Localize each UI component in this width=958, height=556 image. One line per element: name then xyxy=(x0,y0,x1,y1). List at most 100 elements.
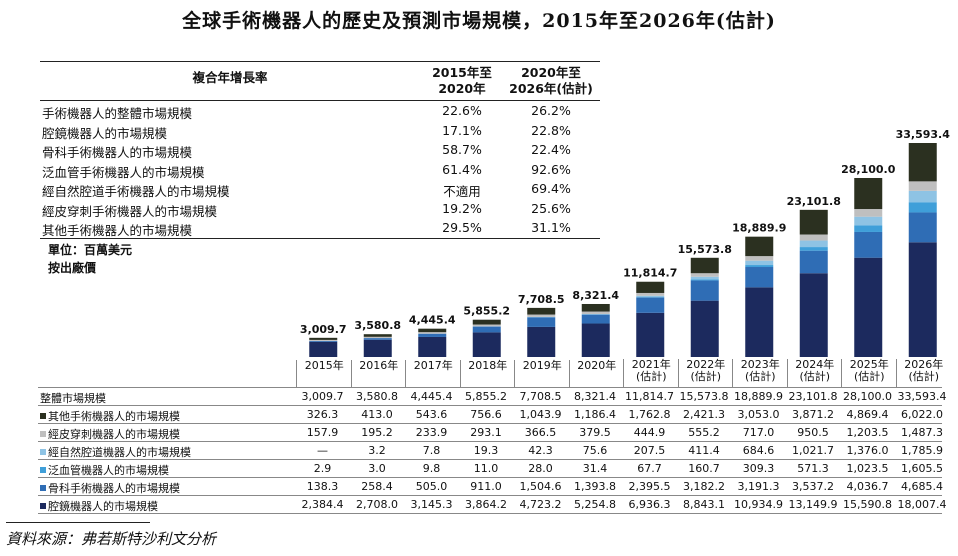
cagr-row: 泛血管手術機器人的市場規模 61.4% 92.6% xyxy=(40,160,600,180)
data-table-value: 3,191.3 xyxy=(737,480,780,493)
legend-swatch xyxy=(40,449,46,455)
category-tick-label: 2016年 xyxy=(350,359,407,388)
bar-segment xyxy=(854,257,883,357)
cagr-row-name: 其他手術機器人的市場規模 xyxy=(42,223,193,238)
bar-segment xyxy=(581,311,610,314)
bar-total-label: 11,814.7 xyxy=(623,267,677,280)
data-table-value: 7.8 xyxy=(422,444,441,457)
data-table-value: 2,395.5 xyxy=(628,480,671,493)
category-tick-label: 2019年 xyxy=(514,360,570,388)
bar-segment xyxy=(690,257,719,274)
data-table-row-label: 整體市場規模 xyxy=(40,390,106,406)
category-tick-label: 2017年 xyxy=(405,360,461,388)
data-table-value: 684.6 xyxy=(742,444,775,457)
bar-segment xyxy=(472,319,501,325)
category-tick-label: 2022年 (估計) xyxy=(677,358,734,387)
bar-segment xyxy=(799,234,828,241)
category-tick-line: (估計) xyxy=(635,370,667,383)
data-table-value: 160.7 xyxy=(688,462,720,475)
cagr-row-value-2: 25.6% xyxy=(531,200,571,216)
category-tick-line: 2015年 xyxy=(304,359,344,372)
bar-segment xyxy=(527,317,556,327)
data-table-value: 6,936.3 xyxy=(628,498,671,511)
bar-segment xyxy=(472,324,501,327)
data-table-value: 1,186.4 xyxy=(574,408,616,421)
cagr-row-value-1: 58.7% xyxy=(442,142,482,157)
data-table-value: 18,889.9 xyxy=(734,390,783,403)
bar-segment xyxy=(745,236,774,257)
data-table-value: 75.6 xyxy=(582,444,608,457)
data-table-row: 整體市場規模 3,009.7 3,580.8 4,445.4 5,855.2 7,708.… xyxy=(38,387,946,406)
cagr-row-value-1: 17.1% xyxy=(442,122,482,138)
category-tick-label: 2021年 (估計) xyxy=(623,359,679,387)
unit-label: 單位：百萬美元 xyxy=(48,243,133,257)
data-table-value: 7,708.5 xyxy=(519,390,562,403)
data-table-row-label-text: 經自然腔道機器人的市場規模 xyxy=(48,446,191,459)
data-table-value: 258.4 xyxy=(361,480,393,493)
source-note: 資料來源：弗若斯特沙利文分析 xyxy=(6,530,217,548)
category-tick-label: 2023年 (估計) xyxy=(732,359,788,387)
cagr-table: 複合年增長率 2015年至 2020年 2020年至 2026年(估計) 手術機… xyxy=(40,61,600,239)
data-table-value: 543.6 xyxy=(415,408,448,421)
bar-segment xyxy=(799,273,828,357)
bar-total-label: 3,009.7 xyxy=(300,323,347,336)
bar-segment xyxy=(799,240,828,248)
data-table-value: 15,590.8 xyxy=(843,498,892,511)
data-table-row: 其他手術機器人的市場規模 326.3 413.0 543.6 756.6 1,043.9 1… xyxy=(38,405,943,423)
data-table-row-label-text: 泛血管機器人的市場規模 xyxy=(48,464,169,477)
cagr-row: 腔鏡機器人的市場規模 17.1% 22.8% xyxy=(40,121,600,141)
category-tick-line: (估計) xyxy=(690,370,722,383)
cagr-row: 經自然腔道手術機器人的市場規模 不適用 69.4% xyxy=(40,179,600,199)
bar-segment xyxy=(309,340,338,342)
bar-total-label: 4,445.4 xyxy=(409,314,456,327)
price-basis-label: 按出廠價 xyxy=(48,261,97,275)
data-table-value: 3.0 xyxy=(368,462,386,475)
category-tick-line: 2021年 xyxy=(631,358,671,371)
legend-swatch xyxy=(40,467,46,473)
data-table-value: 571.3 xyxy=(797,462,829,475)
cagr-row-value-2: 22.8% xyxy=(531,122,571,138)
cagr-row-value-1: 22.6% xyxy=(442,103,482,118)
bar-segment xyxy=(745,265,774,268)
bar-segment xyxy=(854,225,883,232)
cagr-header-period-1-line2: 2020年 xyxy=(438,81,486,96)
bar-segment xyxy=(636,295,665,298)
data-table-value: 207.5 xyxy=(633,444,666,457)
data-table-value: 67.7 xyxy=(637,462,662,475)
data-table-value: 33,593.4 xyxy=(897,390,947,403)
data-table-row: 腔鏡機器人的市場規模 2,384.4 2,708.0 3,145.3 3,864.2 4,… xyxy=(38,495,946,513)
data-table-value: 157.9 xyxy=(306,426,339,439)
data-table-value: 138.3 xyxy=(306,480,339,493)
data-table-value: 11,814.7 xyxy=(625,390,674,403)
cagr-row-value-2: 31.1% xyxy=(531,220,571,235)
bar-segment xyxy=(690,276,719,280)
data-table-row-label: 泛血管機器人的市場規模 xyxy=(40,462,169,478)
data-table-value: 3,182.2 xyxy=(683,480,725,493)
data-table-year-row: 2015年 2016年 2017年 2018年 2019年 2020年 2021年 (估計) 2… xyxy=(38,357,943,388)
category-tick-line: 2016年 xyxy=(359,359,399,372)
category-tick-label: 2025年 (估計) xyxy=(841,359,897,387)
bar-segment xyxy=(418,332,447,334)
cagr-row-value-2: 92.6% xyxy=(531,161,571,177)
data-table-value: 5,855.2 xyxy=(465,390,507,403)
bar-segment xyxy=(908,202,937,213)
cagr-row: 手術機器人的整體市場規模 22.6% 26.2% xyxy=(40,101,600,121)
bar-segment xyxy=(636,292,665,296)
bar-total-label: 23,101.8 xyxy=(787,195,841,208)
bar-total-label: 28,100.0 xyxy=(841,163,896,176)
bar-segment xyxy=(745,260,774,266)
cagr-row-value-1: 61.4% xyxy=(442,161,482,177)
bar-segment xyxy=(527,326,556,357)
data-table-row-label: 骨科手術機器人的市場規模 xyxy=(40,480,180,496)
category-tick-line: 2022年 xyxy=(686,358,726,371)
data-table-value: 1,504.6 xyxy=(519,480,562,493)
data-table-value: 555.2 xyxy=(688,426,720,439)
data-table-value: 8,843.1 xyxy=(683,498,725,511)
category-tick-line: 2019年 xyxy=(522,359,562,372)
data-table-value: 4,723.2 xyxy=(519,498,562,511)
bar-segment xyxy=(854,177,883,210)
data-table-value: 4,869.4 xyxy=(846,408,889,421)
data-table-row: 經自然腔道機器人的市場規模 — 3.2 7.8 19.3 42.3 75.6 207.5 411… xyxy=(38,441,943,459)
data-table-value: 3,580.8 xyxy=(356,390,398,403)
bar-segment xyxy=(636,297,665,313)
